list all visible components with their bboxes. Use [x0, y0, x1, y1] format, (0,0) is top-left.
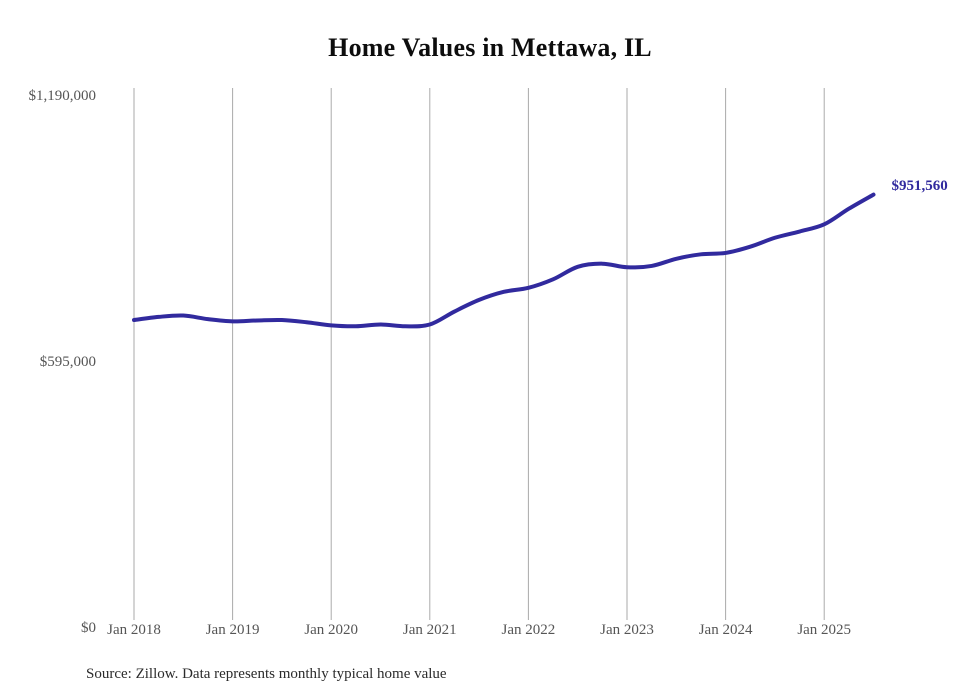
- endpoint-value-label: $951,560: [891, 177, 948, 194]
- home-value-line: [132, 192, 876, 329]
- y-tick-label: $0: [81, 620, 96, 636]
- source-note: Source: Zillow. Data represents monthly …: [86, 666, 447, 682]
- y-tick-label: $1,190,000: [28, 88, 97, 104]
- x-tick-label: Jan 2021: [402, 622, 457, 638]
- vertical-gridlines: [133, 88, 825, 620]
- chart-title: Home Values in Mettawa, IL: [328, 33, 652, 62]
- y-tick-0: $1,190,000: [0, 88, 97, 104]
- y-tick-label: $595,000: [39, 354, 96, 370]
- x-tick-label: Jan 2018: [107, 622, 161, 638]
- y-tick-1: $595,000: [0, 354, 96, 370]
- x-tick-label: Jan 2024: [698, 622, 753, 638]
- x-tick-label: Jan 2020: [304, 622, 359, 638]
- x-tick-label: Jan 2022: [501, 622, 556, 638]
- x-tick-label: Jan 2019: [205, 622, 260, 638]
- x-tick-label: Jan 2025: [797, 622, 852, 638]
- x-tick-label: Jan 2023: [600, 622, 654, 638]
- y-tick-2: $0: [0, 620, 96, 636]
